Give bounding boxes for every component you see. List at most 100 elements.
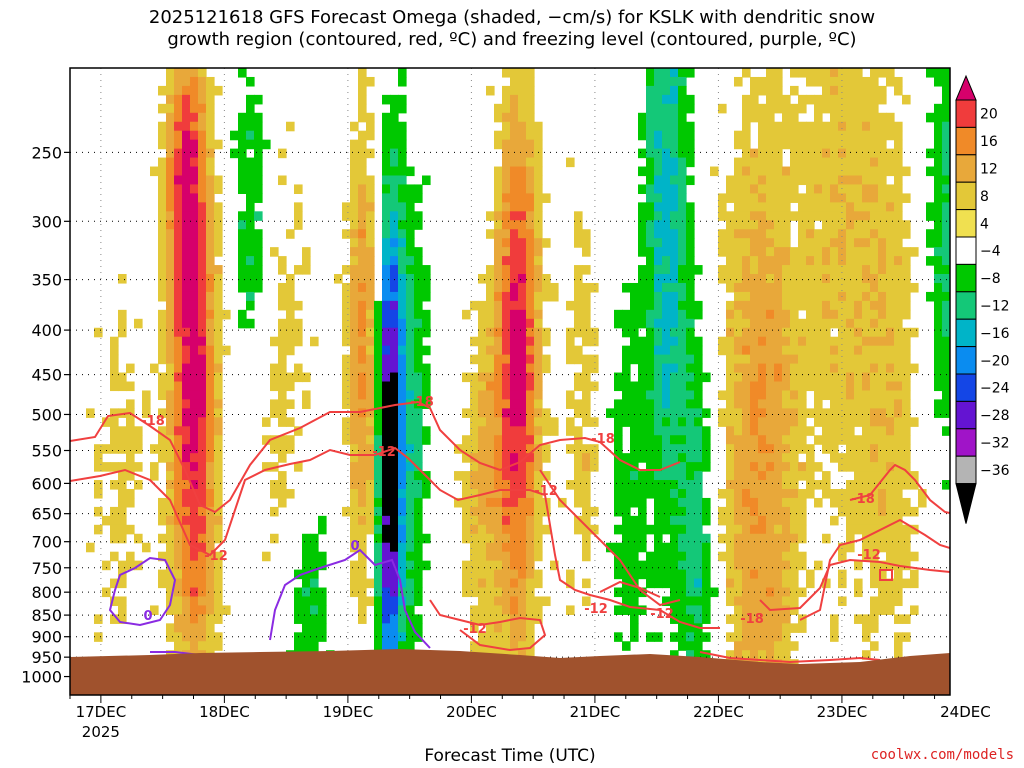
omega-cell xyxy=(862,551,871,562)
omega-cell xyxy=(694,345,703,356)
omega-cell xyxy=(214,462,223,472)
omega-cell xyxy=(854,363,863,374)
omega-cell xyxy=(526,166,535,177)
omega-cell xyxy=(782,256,791,266)
omega-cell xyxy=(830,68,839,78)
omega-cell xyxy=(390,112,399,123)
omega-cell xyxy=(206,372,215,383)
omega-cell xyxy=(110,596,119,607)
omega-cell xyxy=(734,229,743,239)
omega-cell xyxy=(526,202,535,212)
omega-cell xyxy=(486,623,495,633)
omega-cell xyxy=(766,399,775,409)
omega-cell xyxy=(350,444,359,454)
omega-cell xyxy=(806,282,815,293)
omega-cell xyxy=(462,488,471,499)
omega-cell xyxy=(678,282,687,293)
omega-cell xyxy=(934,166,943,177)
omega-cell xyxy=(646,632,655,642)
omega-cell xyxy=(686,417,695,427)
omega-cell xyxy=(766,560,775,571)
omega-cell xyxy=(198,175,207,186)
omega-cell xyxy=(190,533,199,544)
omega-cell xyxy=(190,426,199,436)
omega-cell xyxy=(766,121,775,132)
omega-cell xyxy=(190,148,199,159)
omega-cell xyxy=(830,148,839,159)
omega-cell xyxy=(782,462,791,472)
omega-cell xyxy=(398,327,407,338)
omega-cell xyxy=(878,336,887,347)
omega-cell xyxy=(342,506,351,517)
omega-cell xyxy=(638,453,647,463)
omega-cell xyxy=(486,282,495,293)
omega-cell xyxy=(398,157,407,168)
omega-cell xyxy=(206,85,215,96)
omega-cell xyxy=(726,435,735,445)
omega-cell xyxy=(886,435,895,445)
omega-cell xyxy=(198,327,207,338)
omega-cell xyxy=(934,247,943,257)
omega-cell xyxy=(646,94,655,105)
omega-cell xyxy=(526,569,535,580)
omega-cell xyxy=(678,139,687,150)
omega-cell xyxy=(774,551,783,562)
omega-cell xyxy=(478,524,487,535)
omega-cell xyxy=(382,614,391,624)
omega-cell xyxy=(382,202,391,212)
omega-cell xyxy=(206,220,215,230)
omega-cell xyxy=(494,229,503,239)
omega-cell xyxy=(830,76,839,87)
omega-cell xyxy=(494,220,503,230)
omega-cell xyxy=(902,444,911,454)
omega-cell xyxy=(206,542,215,553)
omega-cell xyxy=(158,444,167,454)
omega-cell xyxy=(822,166,831,177)
omega-cell xyxy=(638,533,647,544)
omega-cell xyxy=(750,265,759,275)
omega-cell xyxy=(382,497,391,508)
omega-cell xyxy=(534,166,543,177)
colorbar-label: −24 xyxy=(980,381,1010,397)
omega-cell xyxy=(110,435,119,445)
omega-cell xyxy=(182,524,191,535)
omega-cell xyxy=(134,462,143,472)
omega-cell xyxy=(478,596,487,607)
omega-cell xyxy=(798,488,807,499)
omega-cell xyxy=(878,345,887,356)
omega-cell xyxy=(790,247,799,257)
omega-cell xyxy=(774,68,783,78)
omega-cell xyxy=(662,408,671,418)
omega-cell xyxy=(318,560,327,571)
omega-cell xyxy=(358,354,367,365)
omega-cell xyxy=(406,542,415,553)
omega-cell xyxy=(702,551,711,562)
omega-cell xyxy=(886,300,895,311)
omega-cell xyxy=(726,363,735,374)
omega-cell xyxy=(526,238,535,248)
omega-cell xyxy=(750,318,759,329)
omega-cell xyxy=(734,363,743,374)
omega-cell xyxy=(366,435,375,445)
omega-cell xyxy=(414,381,423,392)
omega-cell xyxy=(846,327,855,338)
omega-cell xyxy=(366,265,375,275)
omega-cell xyxy=(174,641,183,651)
omega-cell xyxy=(174,85,183,96)
omega-cell xyxy=(574,291,583,302)
omega-cell xyxy=(190,417,199,427)
omega-cell xyxy=(862,542,871,553)
omega-cell xyxy=(790,641,799,651)
omega-cell xyxy=(398,211,407,221)
omega-cell xyxy=(518,103,527,114)
omega-cell xyxy=(678,130,687,141)
omega-cell xyxy=(494,211,503,221)
omega-cell xyxy=(846,363,855,374)
omega-cell xyxy=(206,596,215,607)
omega-cell xyxy=(350,175,359,186)
omega-cell xyxy=(366,506,375,517)
omega-cell xyxy=(582,542,591,553)
omega-cell xyxy=(678,68,687,78)
omega-cell xyxy=(678,363,687,374)
omega-cell xyxy=(174,184,183,194)
